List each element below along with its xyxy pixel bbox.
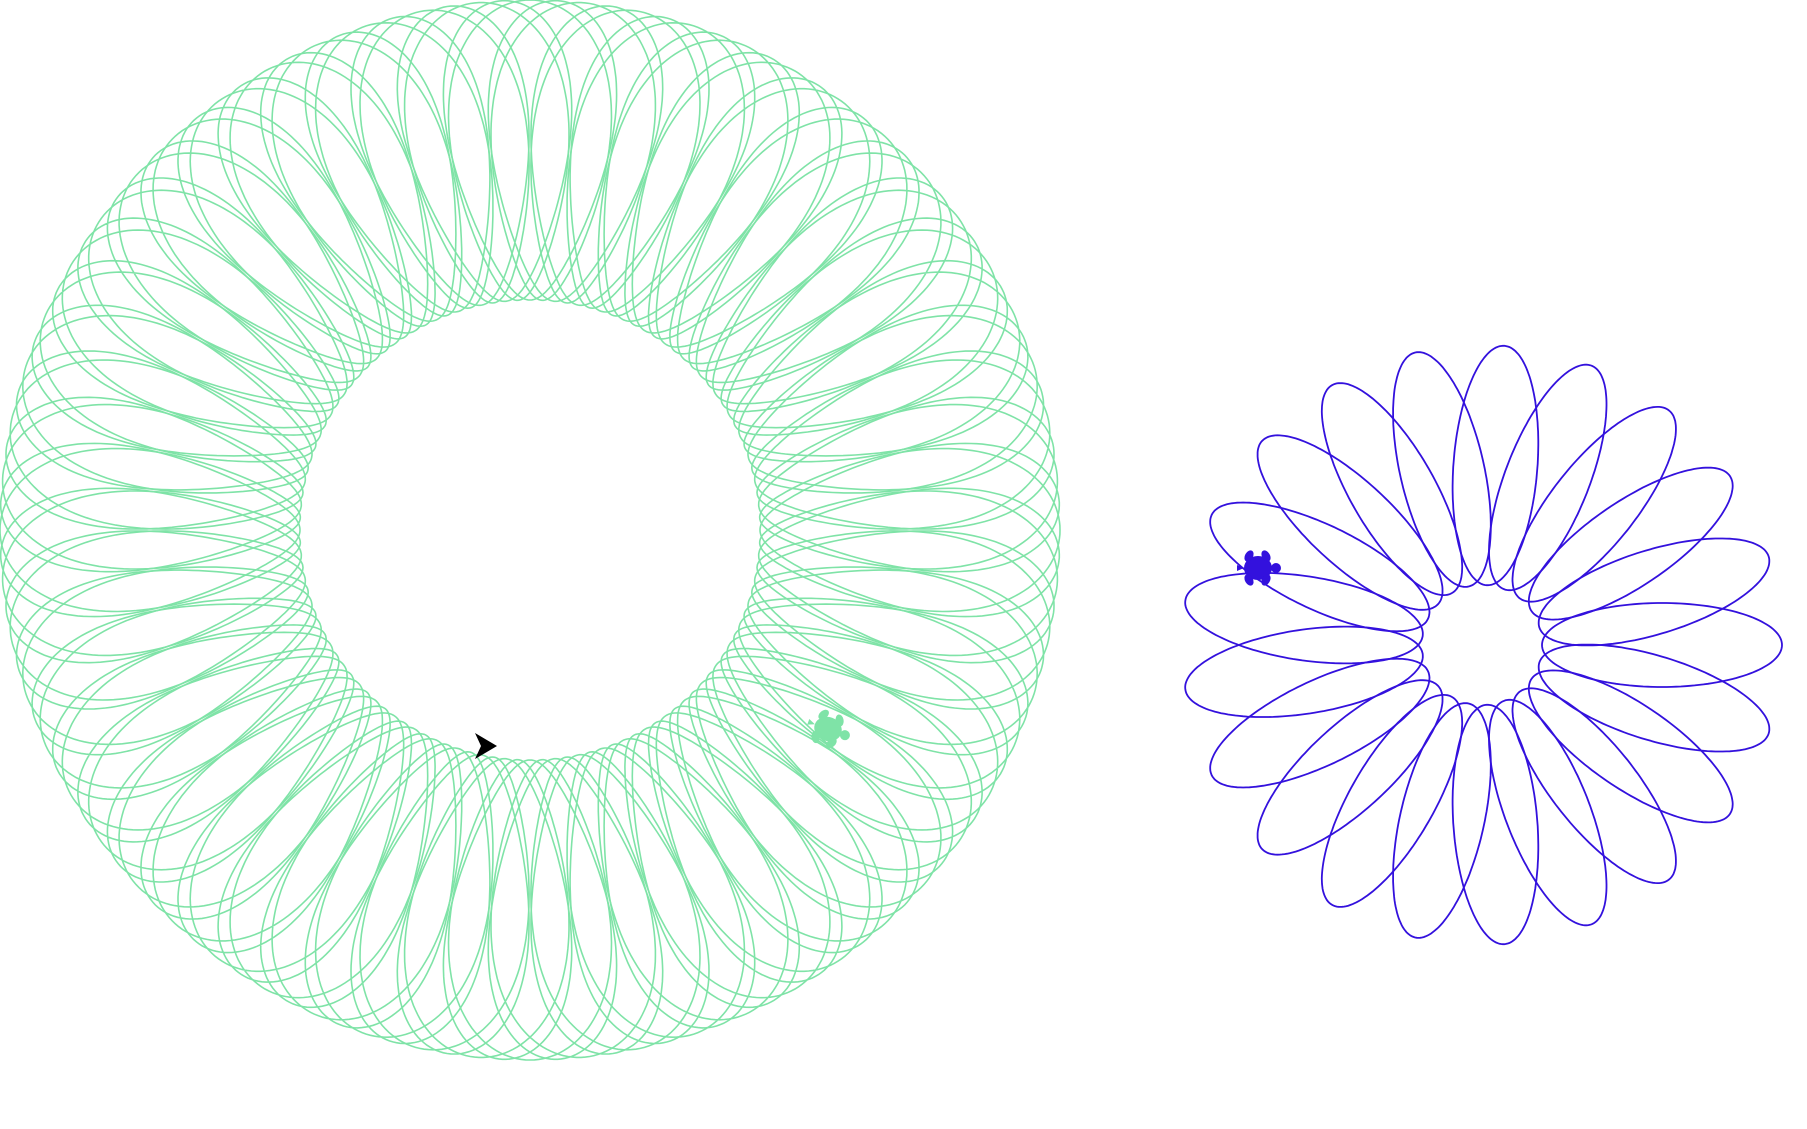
- turtle-part: [1261, 574, 1271, 586]
- blue-spirograph-petal: [1320, 694, 1464, 908]
- blue-spirograph-petal: [1511, 687, 1677, 884]
- turtle-icon: [1237, 550, 1281, 586]
- turtle-part: [1244, 550, 1254, 562]
- blue-spirograph-petal: [1320, 382, 1464, 596]
- turtle-part: [811, 731, 820, 744]
- blue-spirograph-petal: [1392, 351, 1492, 588]
- turtle-part: [839, 730, 850, 741]
- turtle-part: [1237, 565, 1244, 571]
- blue-spirograph-petal: [1527, 669, 1734, 824]
- blue-spirograph-petal: [1184, 625, 1424, 718]
- green-spirograph: [0, 0, 1061, 1061]
- turtle-part: [807, 718, 815, 725]
- blue-spirograph-petal: [1488, 698, 1608, 927]
- turtle-part: [1244, 574, 1254, 586]
- turtle-part: [1271, 563, 1281, 573]
- arrow-cursor-icon: [475, 733, 497, 759]
- green-spirograph-curve: [0, 0, 1061, 1061]
- turtle-part: [818, 709, 829, 720]
- turtle-part: [814, 716, 842, 742]
- turtle-part: [1244, 556, 1272, 580]
- turtle-part: [826, 738, 837, 748]
- blue-spirograph-petal: [1537, 643, 1771, 753]
- blue-spirograph-petal: [1451, 344, 1540, 587]
- turtle-part: [1261, 550, 1271, 562]
- blue-spirograph: [1184, 344, 1783, 946]
- blue-spirograph-petal: [1488, 363, 1608, 592]
- blue-spirograph-petal: [1392, 702, 1492, 939]
- blue-spirograph-petal: [1537, 537, 1771, 647]
- arrow-cursor-shape: [475, 733, 497, 759]
- turtle-part: [835, 714, 844, 727]
- turtle-icon: [807, 709, 850, 748]
- blue-spirograph-petal: [1511, 406, 1677, 603]
- blue-spirograph-petal: [1451, 703, 1540, 946]
- blue-spirograph-petal: [1527, 466, 1734, 621]
- blue-spirograph-petal: [1184, 572, 1424, 665]
- green-spirograph-curve: [0, 0, 1061, 1061]
